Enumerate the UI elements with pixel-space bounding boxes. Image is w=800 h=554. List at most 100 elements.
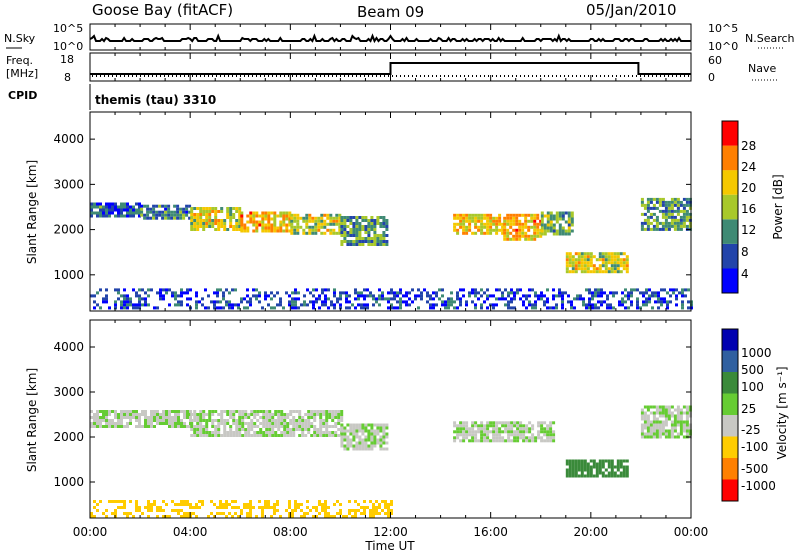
- data-cell: [601, 474, 605, 478]
- data-cell: [223, 222, 227, 225]
- nsky-line: [89, 33, 691, 44]
- data-cell: [144, 416, 147, 419]
- data-cell: [489, 222, 493, 226]
- data-cell: [282, 223, 286, 227]
- data-cell: [574, 264, 578, 268]
- data-cell: [165, 291, 168, 295]
- data-cell: [640, 423, 644, 427]
- x-axis: 00:00 04:00 08:00 12:00 16:00 20:00 00:00: [73, 24, 708, 539]
- data-cell: [222, 297, 225, 301]
- data-cell: [685, 197, 689, 201]
- data-cell: [340, 243, 344, 246]
- data-cell: [438, 297, 441, 301]
- data-cell: [495, 297, 498, 301]
- data-cell: [237, 506, 240, 509]
- data-cell: [676, 200, 680, 204]
- data-cell: [258, 291, 261, 295]
- data-cell: [167, 207, 171, 211]
- data-cell: [223, 428, 227, 431]
- data-cell: [364, 444, 368, 448]
- data-cell: [340, 435, 344, 439]
- data-cell: [135, 294, 138, 298]
- data-cell: [225, 503, 228, 506]
- data-cell: [189, 506, 192, 509]
- data-cell: [289, 431, 293, 434]
- data-cell: [297, 297, 300, 301]
- data-cell: [138, 208, 141, 212]
- data-cell: [390, 500, 393, 503]
- data-cell: [352, 216, 356, 219]
- data-cell: [673, 221, 677, 225]
- data-cell: [682, 429, 686, 433]
- data-cell: [279, 214, 283, 218]
- data-cell: [205, 210, 209, 213]
- data-cell: [193, 434, 197, 437]
- data-cell: [93, 515, 96, 518]
- data-cell: [667, 215, 671, 219]
- data-cell: [223, 431, 227, 434]
- data-cell: [340, 219, 344, 222]
- data-cell: [153, 413, 156, 416]
- data-cell: [567, 214, 571, 218]
- data-cell: [513, 433, 517, 437]
- data-cell: [613, 255, 617, 259]
- data-cell: [367, 240, 371, 243]
- data-cell: [199, 419, 203, 422]
- data-cell: [367, 219, 371, 222]
- data-cell: [640, 197, 644, 201]
- data-cell: [352, 228, 356, 231]
- data-cell: [111, 211, 114, 215]
- data-cell: [622, 252, 626, 256]
- data-cell: [164, 213, 168, 217]
- data-cell: [363, 509, 366, 512]
- data-cell: [138, 294, 141, 298]
- data-cell: [616, 267, 620, 271]
- data-cell: [649, 212, 653, 216]
- data-cell: [171, 500, 174, 503]
- data-cell: [622, 465, 626, 469]
- data-cell: [315, 515, 318, 518]
- data-cell: [177, 303, 180, 307]
- data-cell: [277, 410, 281, 413]
- data-cell: [583, 459, 587, 463]
- data-cell: [235, 419, 239, 422]
- data-cell: [252, 288, 255, 292]
- data-cell: [486, 222, 490, 226]
- data-cell: [688, 414, 692, 418]
- data-cell: [180, 300, 183, 304]
- data-cell: [220, 222, 224, 225]
- data-cell: [679, 426, 683, 430]
- data-cell: [352, 435, 356, 439]
- data-cell: [132, 410, 135, 413]
- data-cell: [370, 423, 374, 427]
- data-cell: [165, 503, 168, 506]
- data-cell: [343, 429, 347, 433]
- data-cell: [363, 506, 366, 509]
- data-cell: [301, 431, 305, 434]
- data-cell: [522, 303, 525, 307]
- data-cell: [509, 219, 513, 223]
- data-cell: [622, 459, 626, 463]
- data-cell: [533, 231, 537, 235]
- data-cell: [583, 258, 587, 262]
- data-cell: [295, 422, 299, 425]
- nave-label: Nave: [748, 62, 776, 75]
- data-cell: [343, 447, 347, 451]
- data-cell: [456, 216, 460, 220]
- data-cell: [108, 208, 111, 212]
- data-cell: [592, 264, 596, 268]
- data-cell: [465, 421, 469, 425]
- data-cell: [271, 422, 275, 425]
- data-cell: [192, 506, 195, 509]
- data-cell: [309, 300, 312, 304]
- data-cell: [343, 432, 347, 436]
- data-cell: [259, 434, 263, 437]
- data-cell: [640, 212, 644, 216]
- data-cell: [685, 212, 689, 216]
- vel-cbar-tick-500: 500: [741, 363, 764, 377]
- data-cell: [432, 306, 435, 310]
- data-cell: [567, 211, 571, 215]
- data-cell: [328, 431, 332, 434]
- data-cell: [483, 225, 487, 229]
- data-cell: [486, 436, 490, 440]
